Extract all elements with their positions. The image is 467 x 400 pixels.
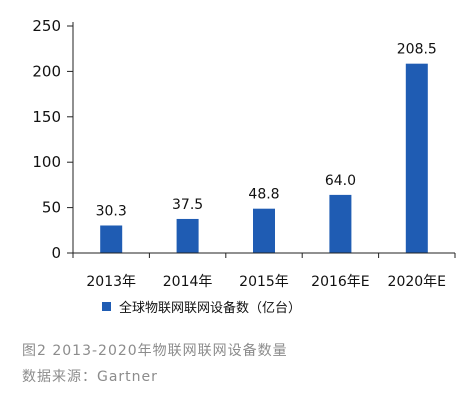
y-tick-label: 0 (51, 244, 61, 262)
bars (100, 63, 428, 253)
bar (253, 208, 275, 253)
data-source: 数据来源：Gartner (22, 369, 158, 385)
y-tick-label: 100 (32, 153, 61, 171)
data-label: 48.8 (248, 187, 279, 203)
x-tick-label: 2020年E (388, 274, 446, 290)
legend: 全球物联网联网设备数（亿台） (102, 300, 301, 316)
x-axis: 2013年 2014年 2015年 2016年E 2020年E (72, 252, 456, 290)
x-tick-label: 2015年 (239, 274, 289, 290)
data-label: 208.5 (397, 42, 437, 58)
figure-caption: 图2 2013-2020年物联网联网设备数量 (22, 343, 288, 359)
y-tick-label: 50 (42, 199, 61, 217)
bar (329, 194, 352, 253)
data-labels: 30.3 37.5 48.8 64.0 208.5 (96, 42, 437, 220)
y-axis: 0 50 100 150 200 250 (32, 17, 74, 262)
data-label: 64.0 (325, 173, 356, 189)
data-label: 30.3 (96, 203, 127, 219)
bar-chart: 0 50 100 150 200 250 30.3 37.5 48.8 64.0 208.5 20… (32, 17, 456, 316)
data-label: 37.5 (172, 197, 203, 213)
legend-label: 全球物联网联网设备数（亿台） (119, 300, 301, 316)
x-tick-label: 2014年 (163, 274, 213, 290)
x-tick-label: 2013年 (86, 274, 136, 290)
bar (405, 63, 428, 253)
legend-swatch (102, 302, 111, 311)
bar (100, 225, 123, 253)
y-tick-label: 250 (32, 17, 61, 35)
y-tick-label: 200 (32, 62, 61, 80)
x-tick-label: 2016年E (311, 274, 369, 290)
bar (176, 218, 199, 253)
y-tick-label: 150 (32, 108, 61, 126)
